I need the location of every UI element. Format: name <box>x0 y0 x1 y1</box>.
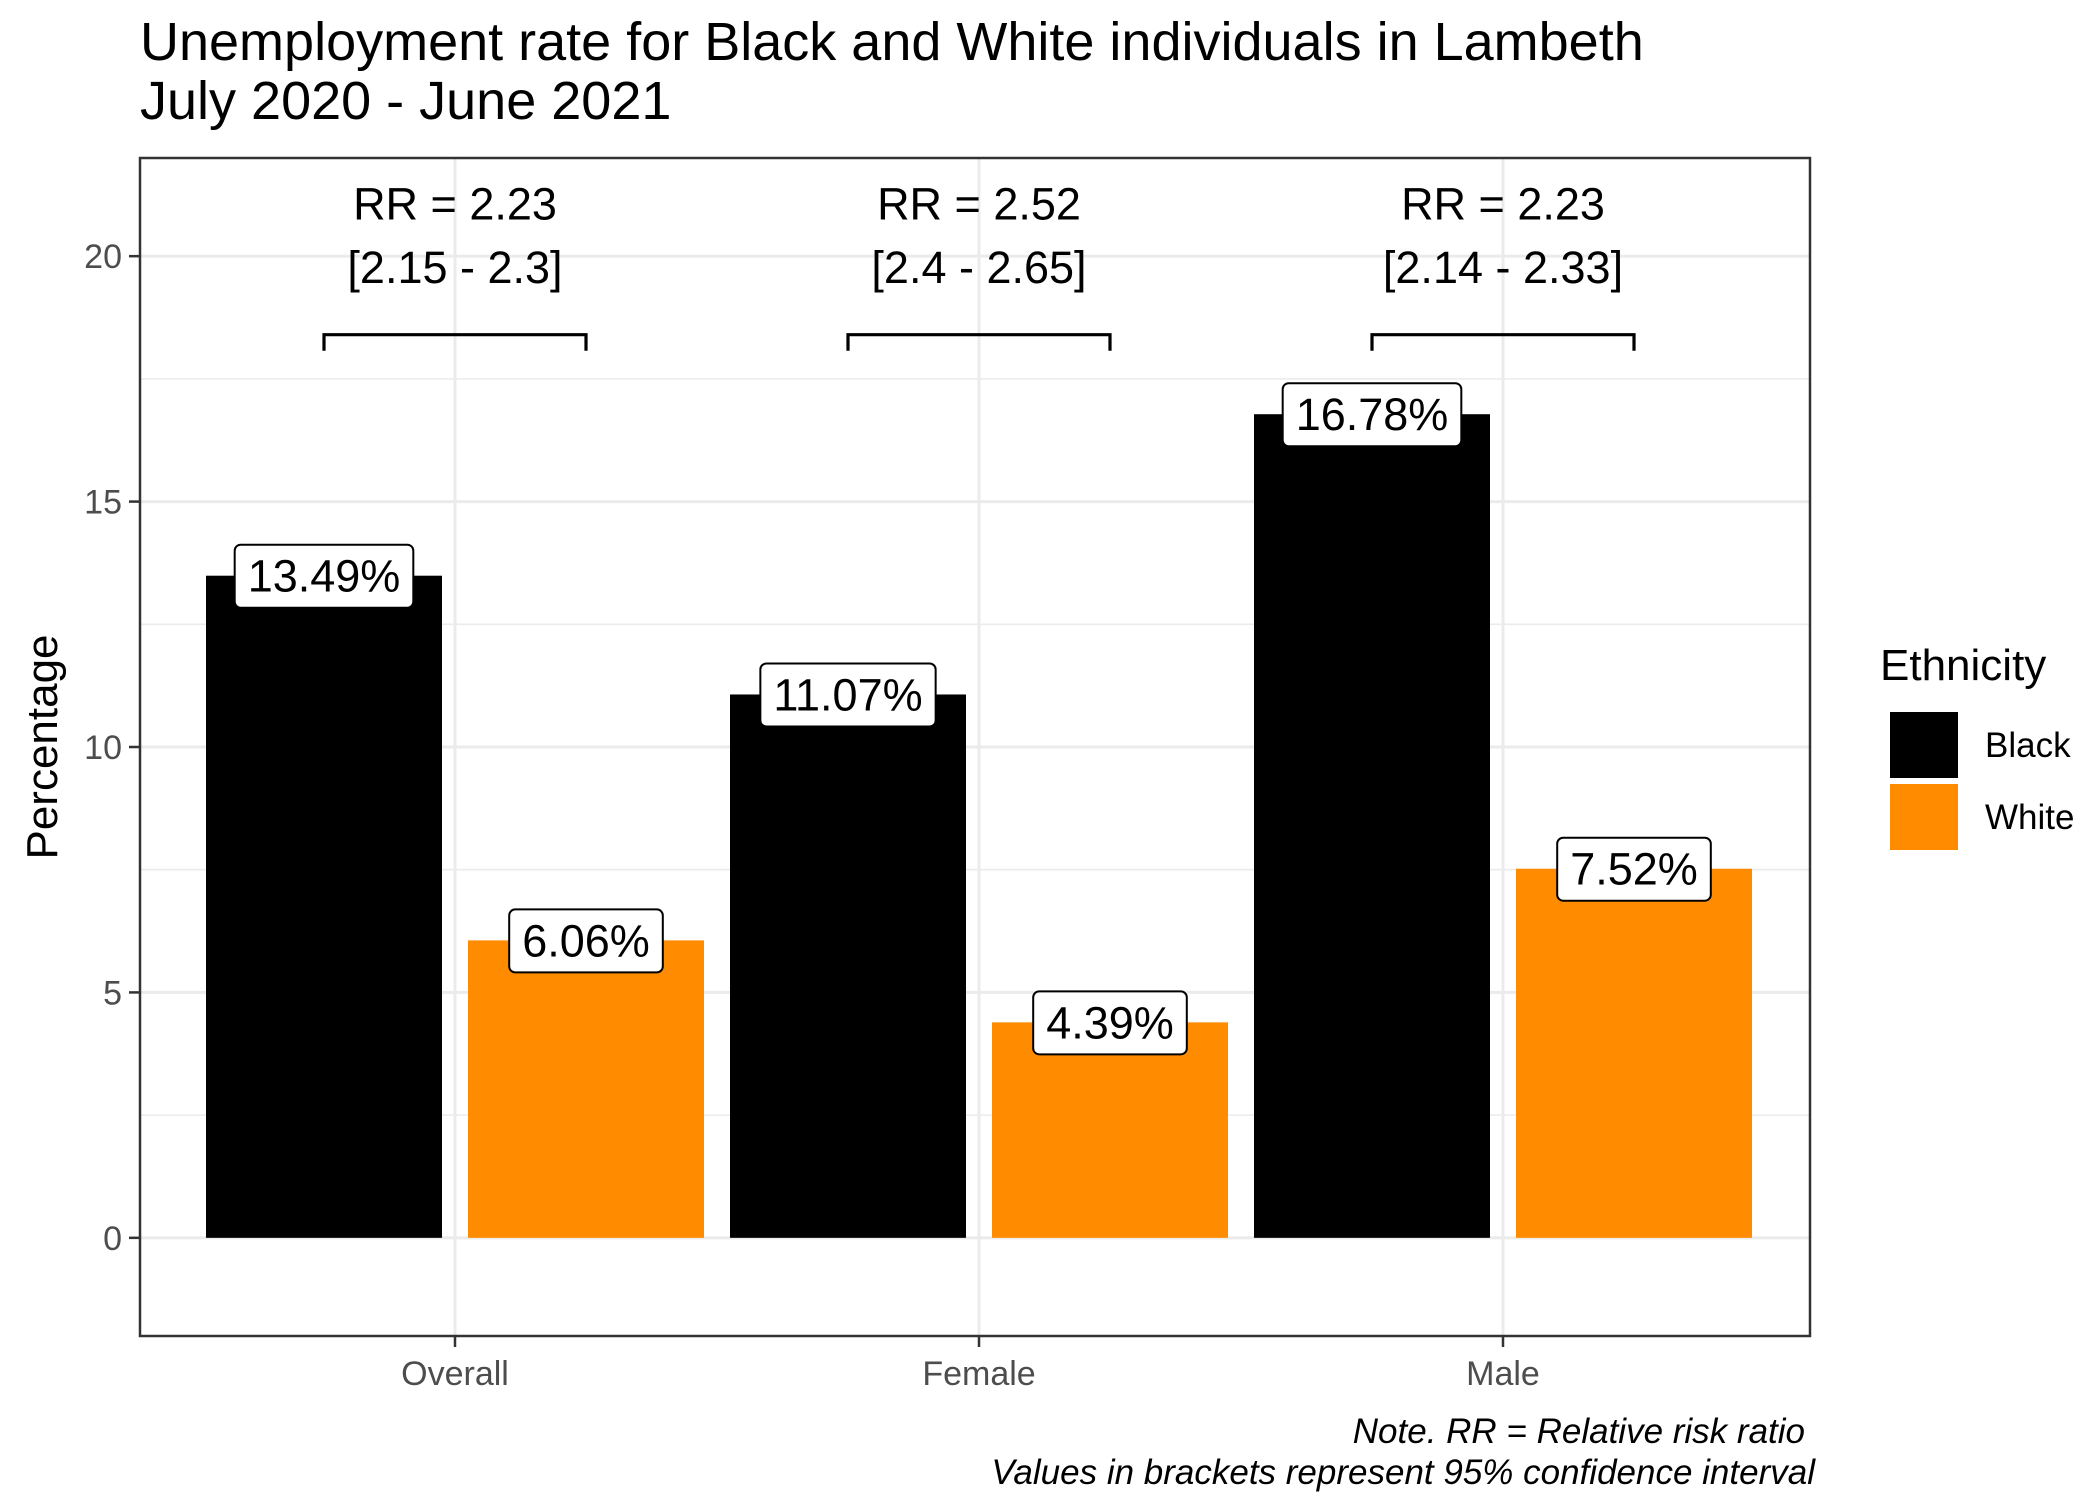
legend-key-white <box>1890 784 1958 850</box>
data-label-black-female: 11.07% <box>759 662 937 728</box>
bar-white-female <box>992 1022 1228 1238</box>
data-label-text: 4.39% <box>1046 997 1174 1048</box>
data-label-text: 13.49% <box>248 551 401 602</box>
data-label-box <box>508 908 664 974</box>
rr-ci-overall: [2.15 - 2.3] <box>347 242 562 293</box>
chart-title-line-2: July 2020 - June 2021 <box>140 71 671 131</box>
data-label-black-male: 16.78% <box>1281 382 1463 448</box>
legend-label-black: Black <box>1985 726 2071 765</box>
bars <box>206 414 1752 1238</box>
legend-label-white: White <box>1985 798 2074 837</box>
data-label-box <box>233 543 415 609</box>
data-label-white-female: 4.39% <box>1032 990 1188 1056</box>
chart-title-line-1: Unemployment rate for Black and White in… <box>140 12 1644 72</box>
axes: 0 5 10 15 20 Overall Female Male <box>84 238 1540 1393</box>
data-label-box <box>1281 382 1463 448</box>
bar-white-overall <box>468 940 704 1238</box>
rr-value-male: RR = 2.23 <box>1401 178 1605 229</box>
rr-annotations: RR = 2.23 [2.15 - 2.3] RR = 2.52 [2.4 - 2.6… <box>322 178 1636 351</box>
caption-line-2: Values in brackets represent 95% confide… <box>991 1453 1816 1492</box>
y-tick-label: 15 <box>84 484 122 522</box>
y-tick-label: 5 <box>103 974 122 1012</box>
data-label-text: 11.07% <box>773 669 922 720</box>
data-label-text: 6.06% <box>522 915 650 966</box>
caption-line-1: Note. RR = Relative risk ratio <box>1353 1412 1805 1451</box>
bar-black-female <box>730 694 966 1238</box>
y-tick-label: 10 <box>84 729 122 767</box>
bar-black-overall <box>206 575 442 1238</box>
data-label-text: 7.52% <box>1570 844 1698 895</box>
data-label-white-male: 7.52% <box>1556 836 1712 902</box>
legend-title: Ethnicity <box>1880 641 2046 690</box>
bar-white-male <box>1516 868 1752 1238</box>
x-tick-label-female: Female <box>922 1355 1035 1393</box>
legend-key-black <box>1890 712 1958 778</box>
data-label-box <box>759 662 937 728</box>
data-label-text: 16.78% <box>1296 389 1449 440</box>
rr-value-female: RR = 2.52 <box>877 178 1081 229</box>
rr-ci-male: [2.14 - 2.33] <box>1383 242 1623 293</box>
rr-bracket-male <box>1370 333 1636 351</box>
y-tick-label: 0 <box>103 1220 122 1258</box>
rr-value-overall: RR = 2.23 <box>353 178 557 229</box>
bar-black-male <box>1254 414 1490 1238</box>
data-label-white-overall: 6.06% <box>508 908 664 974</box>
data-labels: 13.49% 11.07% 16.78% 6.06% 4.39% 7.52% <box>233 382 1712 1056</box>
rr-bracket-female <box>846 333 1112 351</box>
x-tick-label-male: Male <box>1466 1355 1540 1393</box>
y-tick-label: 20 <box>84 238 122 276</box>
x-tick-label-overall: Overall <box>401 1355 509 1393</box>
rr-bracket-overall <box>322 333 588 351</box>
data-label-box <box>1032 990 1188 1056</box>
legend: Black White <box>1890 712 2074 850</box>
data-label-box <box>1556 836 1712 902</box>
rr-ci-female: [2.4 - 2.65] <box>871 242 1086 293</box>
data-label-black-overall: 13.49% <box>233 543 415 609</box>
y-axis-title: Percentage <box>18 634 67 859</box>
